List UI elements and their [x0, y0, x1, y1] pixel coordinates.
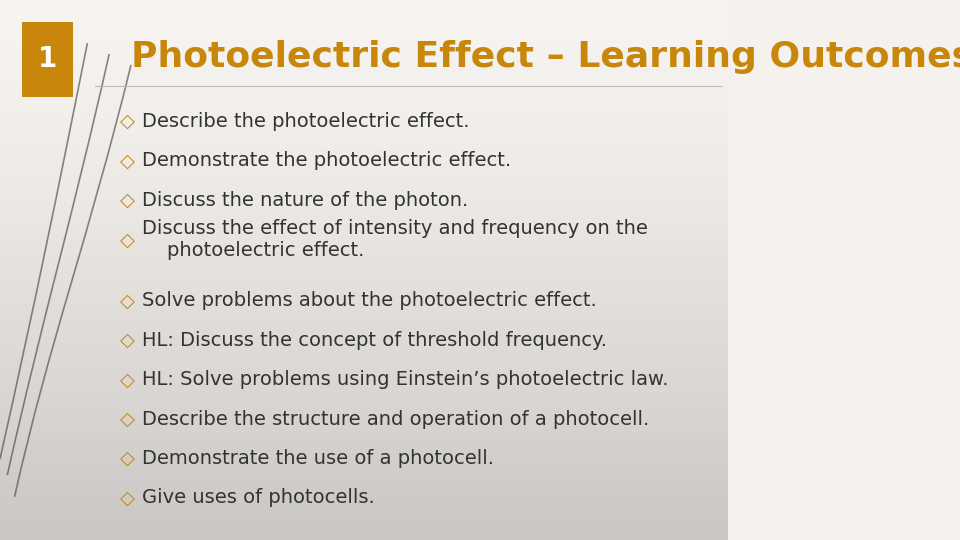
Text: ◇: ◇ — [120, 151, 135, 171]
FancyBboxPatch shape — [22, 22, 73, 97]
Text: ◇: ◇ — [120, 449, 135, 468]
Text: ◇: ◇ — [120, 112, 135, 131]
Text: ◇: ◇ — [120, 191, 135, 210]
Text: ◇: ◇ — [120, 331, 135, 350]
Text: ◇: ◇ — [120, 292, 135, 310]
Text: Demonstrate the photoelectric effect.: Demonstrate the photoelectric effect. — [142, 151, 511, 171]
Text: Solve problems about the photoelectric effect.: Solve problems about the photoelectric e… — [142, 292, 597, 310]
Text: ◇: ◇ — [120, 489, 135, 508]
Text: Demonstrate the use of a photocell.: Demonstrate the use of a photocell. — [142, 449, 494, 468]
Text: ◇: ◇ — [120, 410, 135, 429]
Text: 1: 1 — [37, 45, 57, 73]
Text: HL: Solve problems using Einstein’s photoelectric law.: HL: Solve problems using Einstein’s phot… — [142, 370, 668, 389]
Text: Discuss the effect of intensity and frequency on the
    photoelectric effect.: Discuss the effect of intensity and freq… — [142, 219, 648, 260]
Text: HL: Discuss the concept of threshold frequency.: HL: Discuss the concept of threshold fre… — [142, 331, 607, 350]
Text: Describe the photoelectric effect.: Describe the photoelectric effect. — [142, 112, 469, 131]
Text: Give uses of photocells.: Give uses of photocells. — [142, 489, 374, 508]
Text: Photoelectric Effect – Learning Outcomes: Photoelectric Effect – Learning Outcomes — [131, 40, 960, 73]
Text: ◇: ◇ — [120, 230, 135, 249]
Text: Describe the structure and operation of a photocell.: Describe the structure and operation of … — [142, 410, 649, 429]
Text: Discuss the nature of the photon.: Discuss the nature of the photon. — [142, 191, 468, 210]
Text: ◇: ◇ — [120, 370, 135, 389]
